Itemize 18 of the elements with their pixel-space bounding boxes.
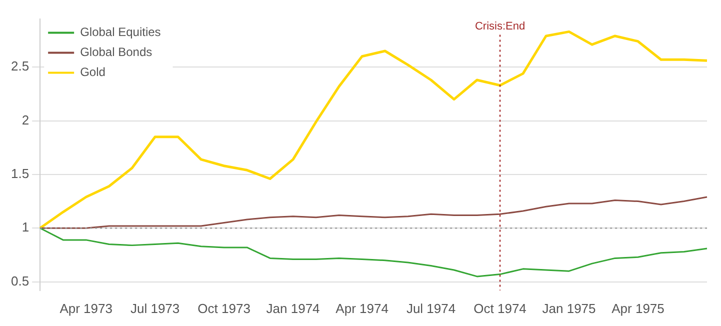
y-tick-label: 1.5 bbox=[10, 166, 30, 182]
y-tick-label: 2.5 bbox=[10, 58, 30, 74]
ref-line-label: Crisis:End bbox=[474, 20, 526, 32]
y-tick-label: 1 bbox=[22, 220, 30, 235]
x-tick-label: Jul 1974 bbox=[406, 300, 456, 316]
x-tick-label: Oct 1973 bbox=[198, 300, 250, 316]
legend-label: Global Bonds bbox=[80, 45, 152, 60]
x-tick-label: Jul 1973 bbox=[130, 300, 180, 316]
x-tick-label: Jan 1975 bbox=[542, 300, 596, 316]
legend-label: Global Equities bbox=[80, 25, 161, 40]
y-tick-label: 0.5 bbox=[10, 273, 30, 288]
x-tick-label: Jan 1974 bbox=[266, 300, 320, 316]
x-tick-label: Apr 1975 bbox=[612, 300, 664, 316]
x-tick-label: Apr 1974 bbox=[336, 300, 388, 316]
y-tick-label: 2 bbox=[22, 112, 30, 128]
legend-label: Gold bbox=[80, 65, 106, 80]
x-tick-label: Oct 1974 bbox=[474, 300, 526, 316]
x-tick-label: Apr 1973 bbox=[60, 300, 112, 316]
